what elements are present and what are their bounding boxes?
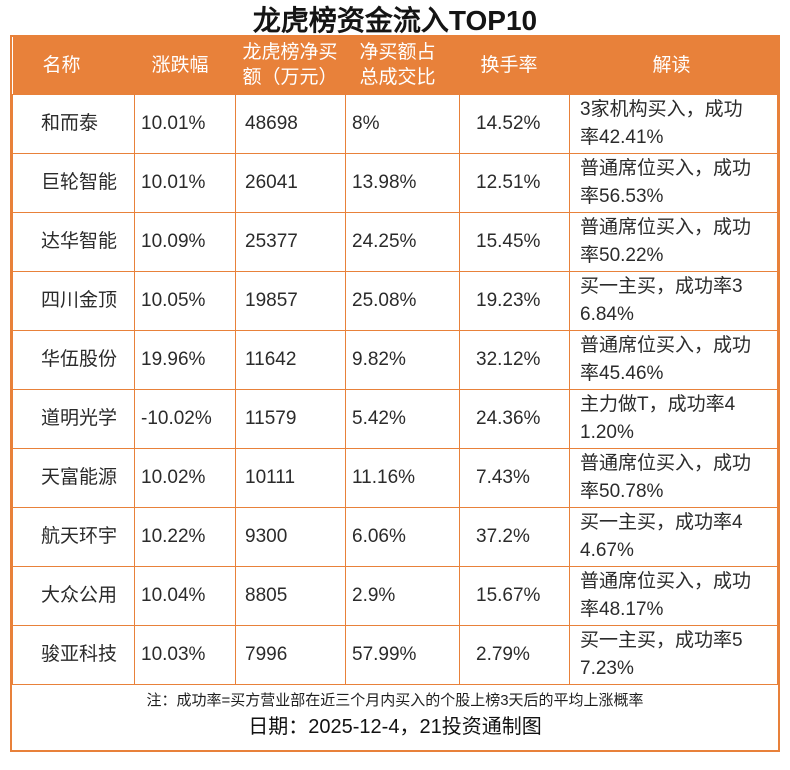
cell-net_buy_ratio: 11.16% [345, 447, 460, 508]
cell-interpretation: 买一主买，成功率5 7.23% [569, 624, 778, 685]
cell-net_buy_wan: 25377 [235, 211, 346, 272]
cell-name: 骏亚科技 [12, 624, 135, 685]
cell-turnover: 15.45% [459, 211, 570, 272]
table-row: 达华智能 10.09% 25377 24.25% 15.45% 普通席位买入，成功 率50… [12, 211, 778, 272]
footnote: 注：成功率=买方营业部在近三个月内买入的个股上榜3天后的平均上涨概率 [146, 691, 644, 709]
cell-name: 航天环宇 [12, 506, 135, 567]
cell-change_pct: -10.02% [134, 388, 236, 449]
column-header-interpretation: 解读 [569, 37, 778, 94]
cell-name: 和而泰 [12, 93, 135, 154]
cell-change_pct: 10.01% [134, 93, 236, 154]
cell-turnover: 12.51% [459, 152, 570, 213]
cell-change_pct: 10.03% [134, 624, 236, 685]
cell-interpretation: 主力做T，成功率4 1.20% [569, 388, 778, 449]
cell-net_buy_ratio: 9.82% [345, 329, 460, 390]
cell-interpretation: 普通席位买入，成功 率45.46% [569, 329, 778, 390]
cell-net_buy_ratio: 24.25% [345, 211, 460, 272]
cell-turnover: 14.52% [459, 93, 570, 154]
top10-table: 名称 涨跌幅 龙虎榜净买 额（万元） 净买额占 总成交比 换手率 解读 和而泰 10.01%… [12, 37, 778, 685]
cell-turnover: 2.79% [459, 624, 570, 685]
page-title: 龙虎榜资金流入TOP10 [252, 5, 538, 36]
cell-interpretation: 买一主买，成功率3 6.84% [569, 270, 778, 331]
cell-net_buy_wan: 11579 [235, 388, 346, 449]
cell-net_buy_ratio: 25.08% [345, 270, 460, 331]
column-header-name: 名称 [12, 37, 135, 94]
cell-turnover: 37.2% [459, 506, 570, 567]
table-row: 巨轮智能 10.01% 26041 13.98% 12.51% 普通席位买入，成功 率56… [12, 152, 778, 213]
cell-name: 道明光学 [12, 388, 135, 449]
table-row: 道明光学 -10.02% 11579 5.42% 24.36% 主力做T，成功率4 1.2… [12, 388, 778, 449]
cell-name: 大众公用 [12, 565, 135, 626]
cell-turnover: 19.23% [459, 270, 570, 331]
cell-change_pct: 19.96% [134, 329, 236, 390]
cell-name: 华伍股份 [12, 329, 135, 390]
cell-name: 天富能源 [12, 447, 135, 508]
cell-turnover: 15.67% [459, 565, 570, 626]
cell-net_buy_wan: 7996 [235, 624, 346, 685]
table-row: 四川金顶 10.05% 19857 25.08% 19.23% 买一主买，成功率3 6.8… [12, 270, 778, 331]
cell-net_buy_wan: 11642 [235, 329, 346, 390]
table-header-row: 名称 涨跌幅 龙虎榜净买 额（万元） 净买额占 总成交比 换手率 解读 [12, 37, 778, 94]
cell-interpretation: 普通席位买入，成功 率50.78% [569, 447, 778, 508]
table-row: 大众公用 10.04% 8805 2.9% 15.67% 普通席位买入，成功 率48.17… [12, 565, 778, 626]
cell-interpretation: 普通席位买入，成功 率56.53% [569, 152, 778, 213]
column-header-net_buy_ratio: 净买额占 总成交比 [345, 37, 460, 94]
table-row: 骏亚科技 10.03% 7996 57.99% 2.79% 买一主买，成功率5 7.23% [12, 624, 778, 685]
table-row: 天富能源 10.02% 10111 11.16% 7.43% 普通席位买入，成功 率50.… [12, 447, 778, 508]
cell-change_pct: 10.09% [134, 211, 236, 272]
cell-turnover: 32.12% [459, 329, 570, 390]
cell-change_pct: 10.22% [134, 506, 236, 567]
cell-net_buy_ratio: 2.9% [345, 565, 460, 626]
cell-net_buy_ratio: 5.42% [345, 388, 460, 449]
cell-name: 四川金顶 [12, 270, 135, 331]
cell-interpretation: 3家机构买入，成功 率42.41% [569, 93, 778, 154]
cell-change_pct: 10.01% [134, 152, 236, 213]
table-row: 和而泰 10.01% 48698 8% 14.52% 3家机构买入，成功 率42.41% [12, 93, 778, 154]
cell-turnover: 24.36% [459, 388, 570, 449]
cell-net_buy_wan: 26041 [235, 152, 346, 213]
table-body: 和而泰 10.01% 48698 8% 14.52% 3家机构买入，成功 率42.41% 巨… [12, 93, 778, 685]
cell-name: 达华智能 [12, 211, 135, 272]
table-row: 华伍股份 19.96% 11642 9.82% 32.12% 普通席位买入，成功 率45.… [12, 329, 778, 390]
column-header-change_pct: 涨跌幅 [134, 37, 236, 94]
cell-interpretation: 普通席位买入，成功 率50.22% [569, 211, 778, 272]
cell-change_pct: 10.05% [134, 270, 236, 331]
table-frame: 名称 涨跌幅 龙虎榜净买 额（万元） 净买额占 总成交比 换手率 解读 和而泰 10.01%… [10, 35, 780, 752]
cell-turnover: 7.43% [459, 447, 570, 508]
cell-net_buy_ratio: 13.98% [345, 152, 460, 213]
cell-net_buy_ratio: 8% [345, 93, 460, 154]
cell-net_buy_wan: 9300 [235, 506, 346, 567]
cell-change_pct: 10.04% [134, 565, 236, 626]
column-header-turnover: 换手率 [459, 37, 570, 94]
cell-net_buy_wan: 48698 [235, 93, 346, 154]
table-footer: 注：成功率=买方营业部在近三个月内买入的个股上榜3天后的平均上涨概率 日期：20… [12, 685, 778, 750]
cell-net_buy_ratio: 57.99% [345, 624, 460, 685]
cell-net_buy_wan: 19857 [235, 270, 346, 331]
cell-change_pct: 10.02% [134, 447, 236, 508]
cell-net_buy_wan: 10111 [235, 447, 346, 508]
cell-net_buy_wan: 8805 [235, 565, 346, 626]
column-header-net_buy_wan: 龙虎榜净买 额（万元） [235, 37, 346, 94]
cell-name: 巨轮智能 [12, 152, 135, 213]
cell-interpretation: 买一主买，成功率4 4.67% [569, 506, 778, 567]
cell-interpretation: 普通席位买入，成功 率48.17% [569, 565, 778, 626]
table-row: 航天环宇 10.22% 9300 6.06% 37.2% 买一主买，成功率4 4.67% [12, 506, 778, 567]
cell-net_buy_ratio: 6.06% [345, 506, 460, 567]
date-line: 日期：2025-12-4，21投资通制图 [248, 715, 542, 738]
